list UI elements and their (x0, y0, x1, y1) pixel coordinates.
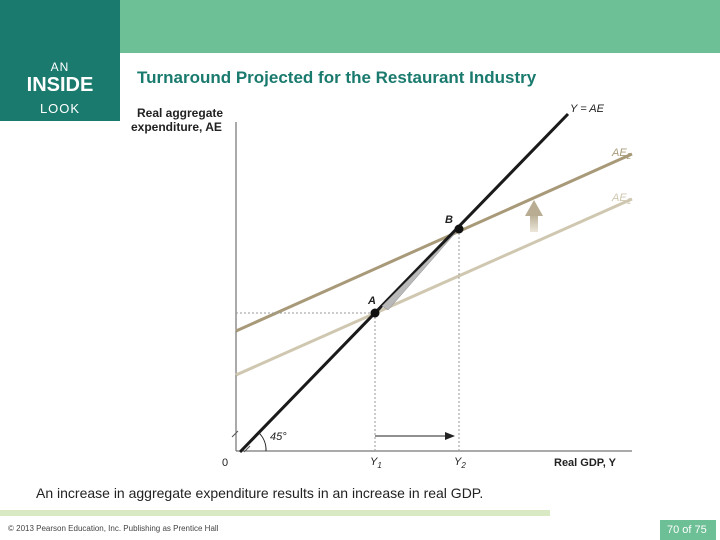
y-axis-label-line2: expenditure, AE (131, 120, 222, 134)
origin-label: 0 (222, 457, 228, 469)
x-axis-label: Real GDP, Y (554, 457, 617, 469)
inside-look-badge: AN INSIDE LOOK (0, 0, 120, 121)
page-number-box (660, 520, 716, 540)
point-b (454, 224, 464, 234)
y-axis-label-line1: Real aggregate (137, 106, 223, 120)
badge-line-an: AN (50, 60, 70, 74)
shift-up-arrow (525, 200, 543, 232)
caption-underline-bar (0, 510, 550, 516)
slide-caption: An increase in aggregate expenditure res… (36, 485, 484, 501)
header-bar (120, 0, 720, 53)
ae2-label: AE2 (611, 147, 632, 161)
slide-title: Turnaround Projected for the Restaurant … (137, 68, 537, 87)
point-b-label: B (445, 214, 453, 226)
line-45-degree (238, 112, 570, 454)
point-a (370, 308, 380, 318)
output-increase-arrow (375, 432, 455, 440)
angle-45-label: 45° (270, 431, 287, 443)
badge-line-look: LOOK (39, 101, 81, 116)
page-number: 70 of 75 (667, 524, 707, 536)
line-45-label: Y = AE (570, 103, 605, 115)
y1-label: Y1 (370, 456, 382, 470)
ae1-line (235, 197, 633, 377)
ae2-line (235, 152, 633, 333)
axis-break-marks (231, 430, 251, 453)
movement-arrow-a-to-b (381, 229, 459, 311)
badge-line-inside: INSIDE (26, 74, 94, 96)
y2-label: Y2 (454, 456, 466, 470)
ae1-label: AE1 (611, 192, 631, 206)
point-a-label: A (367, 295, 376, 307)
copyright-notice: © 2013 Pearson Education, Inc. Publishin… (8, 524, 219, 533)
angle-45-arc (257, 431, 267, 452)
